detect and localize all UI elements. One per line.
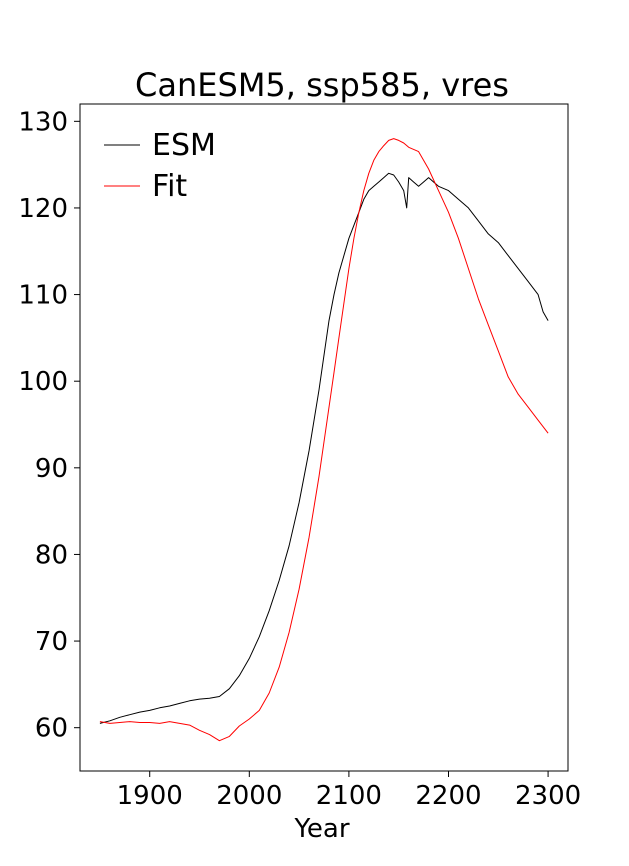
x-tick-label: 2100 bbox=[316, 781, 382, 811]
y-tick-label: 110 bbox=[18, 281, 68, 311]
plot-frame bbox=[79, 103, 569, 772]
y-tick-label: 100 bbox=[18, 367, 68, 397]
legend-label-esm: ESM bbox=[152, 128, 216, 163]
x-axis: 1900 2000 2100 2200 2300 bbox=[117, 771, 581, 811]
x-tick-label: 2000 bbox=[216, 781, 282, 811]
y-tick-label: 90 bbox=[35, 454, 68, 484]
legend: ESM Fit bbox=[104, 128, 216, 204]
series-line-fit bbox=[99, 138, 549, 742]
series-group bbox=[99, 138, 549, 742]
y-tick-label: 70 bbox=[35, 627, 68, 657]
chart-title: CanESM5, ssp585, vres bbox=[135, 66, 509, 104]
x-tick-label: 2200 bbox=[415, 781, 481, 811]
y-axis: 60 70 80 90 100 110 120 130 bbox=[18, 107, 80, 744]
x-axis-label: Year bbox=[293, 814, 349, 844]
legend-label-fit: Fit bbox=[152, 169, 187, 204]
y-tick-label: 80 bbox=[35, 540, 68, 570]
x-tick-label: 2300 bbox=[515, 781, 581, 811]
series-line-esm bbox=[99, 172, 549, 724]
x-tick-label: 1900 bbox=[117, 781, 183, 811]
y-tick-label: 130 bbox=[18, 107, 68, 137]
y-tick-label: 60 bbox=[35, 714, 68, 744]
y-tick-label: 120 bbox=[18, 194, 68, 224]
